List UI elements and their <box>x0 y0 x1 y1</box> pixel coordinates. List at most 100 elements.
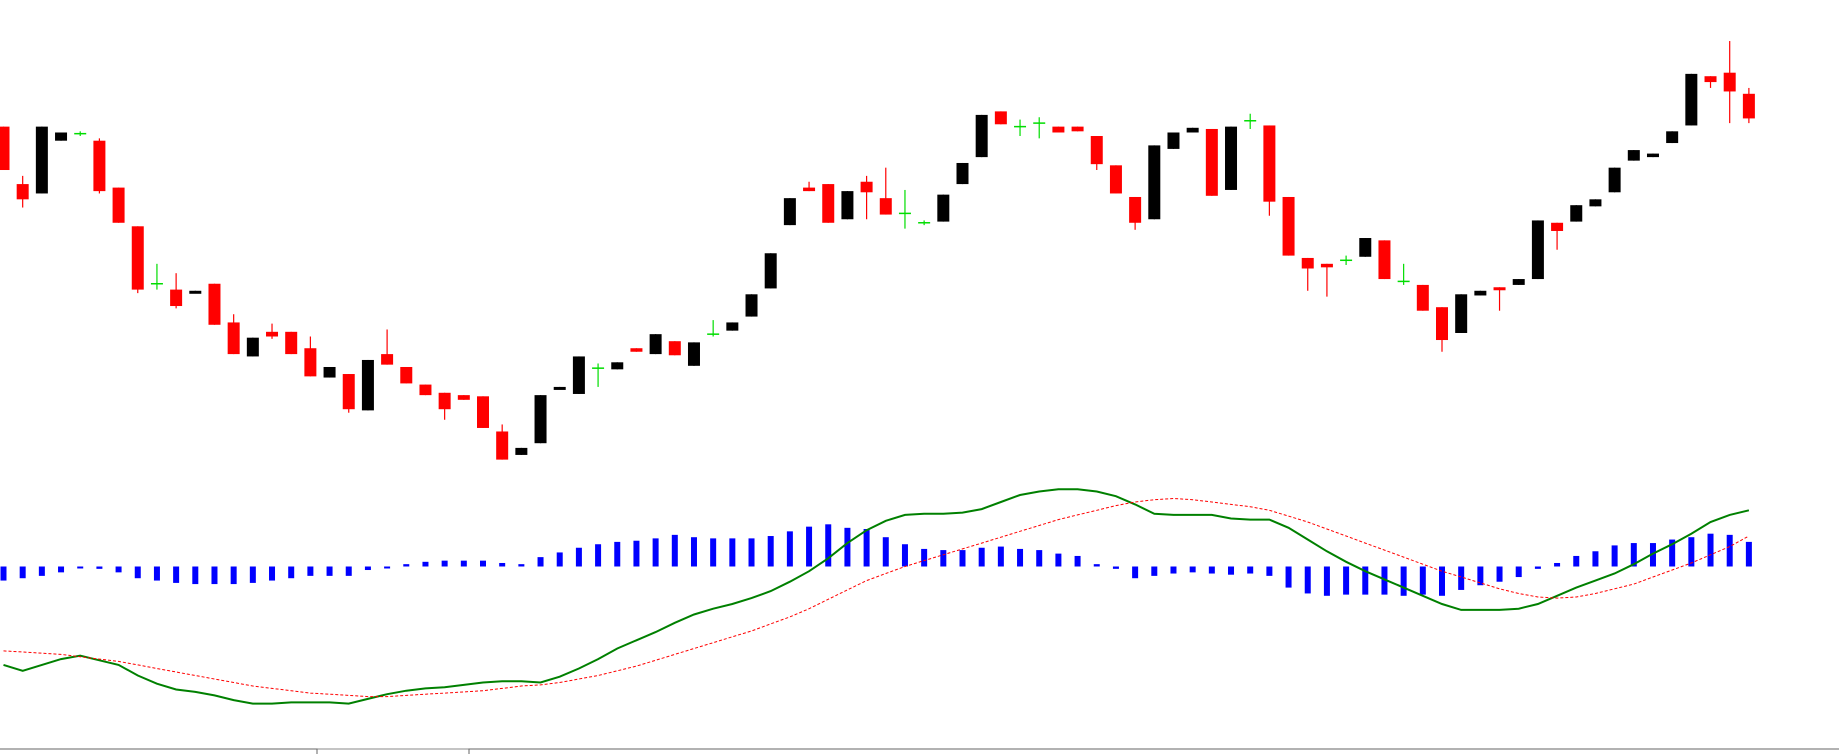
histogram-bar <box>173 566 180 583</box>
candle-body <box>189 290 202 294</box>
candle-body <box>457 395 470 400</box>
candle-body <box>323 366 336 378</box>
histogram-bar <box>288 566 295 579</box>
histogram-bar <box>940 550 947 567</box>
candle-body <box>1225 126 1238 190</box>
histogram-bar <box>518 564 525 567</box>
histogram-bar <box>1304 566 1311 594</box>
candle-body <box>1531 220 1544 280</box>
candle-body <box>1320 263 1333 268</box>
candle-body <box>1627 150 1640 161</box>
candle-body <box>994 111 1007 125</box>
histogram-bar <box>921 548 928 567</box>
candle-body <box>131 226 144 290</box>
histogram-bar <box>1496 566 1503 582</box>
candle-body <box>1512 279 1525 285</box>
histogram-bar <box>153 566 160 581</box>
tab[interactable] <box>468 748 1839 754</box>
histogram-bar <box>1592 551 1599 567</box>
candle-body <box>1493 287 1506 291</box>
histogram-bar <box>1534 566 1541 569</box>
histogram-bar <box>671 534 678 567</box>
candle-body <box>304 348 317 377</box>
histogram-bar <box>1688 537 1695 567</box>
candle-body <box>1742 93 1755 119</box>
candle-body <box>745 294 758 317</box>
candle-body <box>860 181 873 193</box>
histogram-bar <box>1036 550 1043 567</box>
histogram-bar <box>556 552 563 567</box>
histogram-bar <box>460 560 467 567</box>
candle-body <box>783 198 796 226</box>
histogram-bar <box>997 546 1004 567</box>
histogram-bar <box>115 566 122 573</box>
candle-body <box>16 184 29 200</box>
histogram-bar <box>1343 566 1350 595</box>
candle-body <box>477 396 489 428</box>
candle-body <box>419 384 432 396</box>
candle-body <box>1436 307 1448 341</box>
histogram-bar <box>863 529 870 567</box>
candle-body <box>285 331 298 355</box>
candle-body <box>879 198 892 215</box>
candle-body <box>1301 257 1314 269</box>
histogram-bar <box>652 538 659 567</box>
candle-body <box>630 348 643 352</box>
candle-body <box>726 322 739 331</box>
candle-body <box>381 354 394 365</box>
candle-body <box>1186 127 1199 133</box>
candle-body <box>55 132 68 141</box>
candle-body <box>35 126 48 194</box>
tab[interactable] <box>0 748 318 754</box>
histogram-bar <box>729 538 736 567</box>
histogram-bar <box>1189 566 1196 573</box>
candle-body <box>438 392 451 410</box>
candle-body <box>93 140 106 192</box>
histogram-bar <box>1630 543 1637 567</box>
histogram-bar <box>1554 562 1561 567</box>
histogram-bar <box>1381 566 1388 595</box>
candle-body <box>553 386 566 390</box>
histogram-bar <box>1707 533 1714 567</box>
candle-body <box>803 187 816 192</box>
candle-body <box>1109 165 1122 194</box>
histogram-bar <box>307 566 314 576</box>
histogram-bar <box>134 566 141 579</box>
candle-body <box>227 322 240 355</box>
candle-body <box>1263 125 1276 202</box>
histogram-bar <box>1323 566 1330 596</box>
histogram-bar <box>1669 539 1676 567</box>
histogram-bar <box>1228 566 1235 575</box>
histogram-bar <box>249 566 256 583</box>
candle-body <box>112 187 125 223</box>
candle-body <box>515 447 528 455</box>
candle-body <box>1646 153 1659 158</box>
histogram-bar <box>959 550 966 567</box>
candle-body <box>534 395 547 444</box>
candle-body <box>1090 136 1103 165</box>
candle-body <box>1129 196 1142 223</box>
histogram-bar <box>825 524 832 567</box>
histogram-bar <box>1017 548 1024 567</box>
histogram-bar <box>269 566 276 581</box>
candle-body <box>1723 72 1736 92</box>
candle-body <box>1474 290 1487 296</box>
histogram-bar <box>1477 566 1484 586</box>
histogram-bar <box>499 562 506 567</box>
histogram-bar <box>0 566 7 581</box>
candle-body <box>1167 132 1180 149</box>
histogram-bar <box>614 541 621 567</box>
histogram-bar <box>1132 566 1139 579</box>
histogram-bar <box>978 547 985 567</box>
histogram-bar <box>1400 566 1407 596</box>
histogram-bar <box>1055 553 1062 567</box>
histogram-bar <box>806 526 813 567</box>
histogram-bar <box>1093 564 1100 567</box>
candle-body <box>266 331 279 337</box>
candle-body <box>572 356 585 394</box>
histogram-bar <box>1649 543 1656 567</box>
histogram-bar <box>1362 566 1369 595</box>
candle-body <box>1205 128 1218 196</box>
